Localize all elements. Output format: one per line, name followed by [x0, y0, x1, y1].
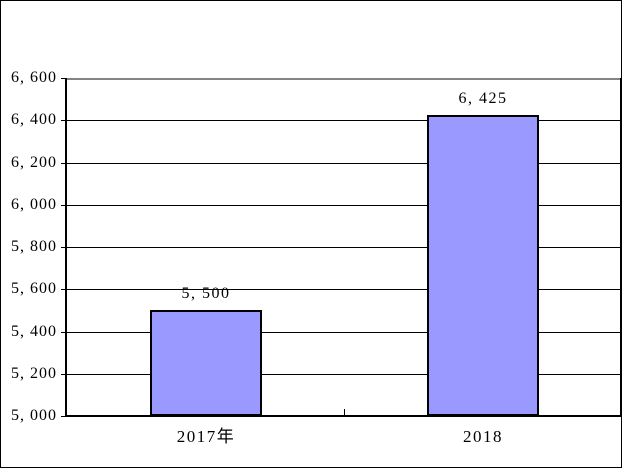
y-tick-label: 6, 200	[11, 154, 57, 171]
category-label: 2018	[463, 427, 503, 446]
gridline	[67, 374, 621, 375]
gridline	[67, 289, 621, 290]
bar-value-label: 6, 425	[458, 90, 508, 107]
y-tick-label: 6, 400	[11, 111, 57, 128]
y-tick-label: 5, 000	[11, 407, 57, 424]
y-tick-label: 5, 600	[11, 280, 57, 297]
y-axis-tick	[61, 120, 67, 121]
y-axis-tick	[61, 163, 67, 164]
gridline	[67, 332, 621, 333]
y-axis-tick	[61, 374, 67, 375]
y-tick-label: 6, 600	[11, 69, 57, 86]
gridline	[67, 163, 621, 164]
y-axis-line	[65, 78, 67, 417]
gridline	[67, 120, 621, 121]
bar	[150, 310, 262, 416]
y-tick-label: 5, 400	[11, 323, 57, 340]
bar	[427, 115, 539, 416]
y-tick-label: 5, 200	[11, 365, 57, 382]
y-axis-tick	[61, 332, 67, 333]
gridline	[67, 205, 621, 206]
y-tick-label: 6, 000	[11, 196, 57, 213]
y-axis-tick	[61, 289, 67, 290]
category-label: 2017年	[176, 427, 236, 446]
plot-top-border	[67, 78, 621, 80]
x-axis-line	[65, 415, 621, 417]
plot-right-border	[620, 78, 621, 416]
y-axis-tick	[61, 416, 67, 417]
gridline	[67, 247, 621, 248]
bar-value-label: 5, 500	[181, 285, 231, 302]
y-axis-tick	[61, 205, 67, 206]
x-axis-tick	[344, 409, 345, 416]
y-tick-label: 5, 800	[11, 238, 57, 255]
y-axis-tick	[61, 247, 67, 248]
y-axis-tick	[61, 78, 67, 79]
